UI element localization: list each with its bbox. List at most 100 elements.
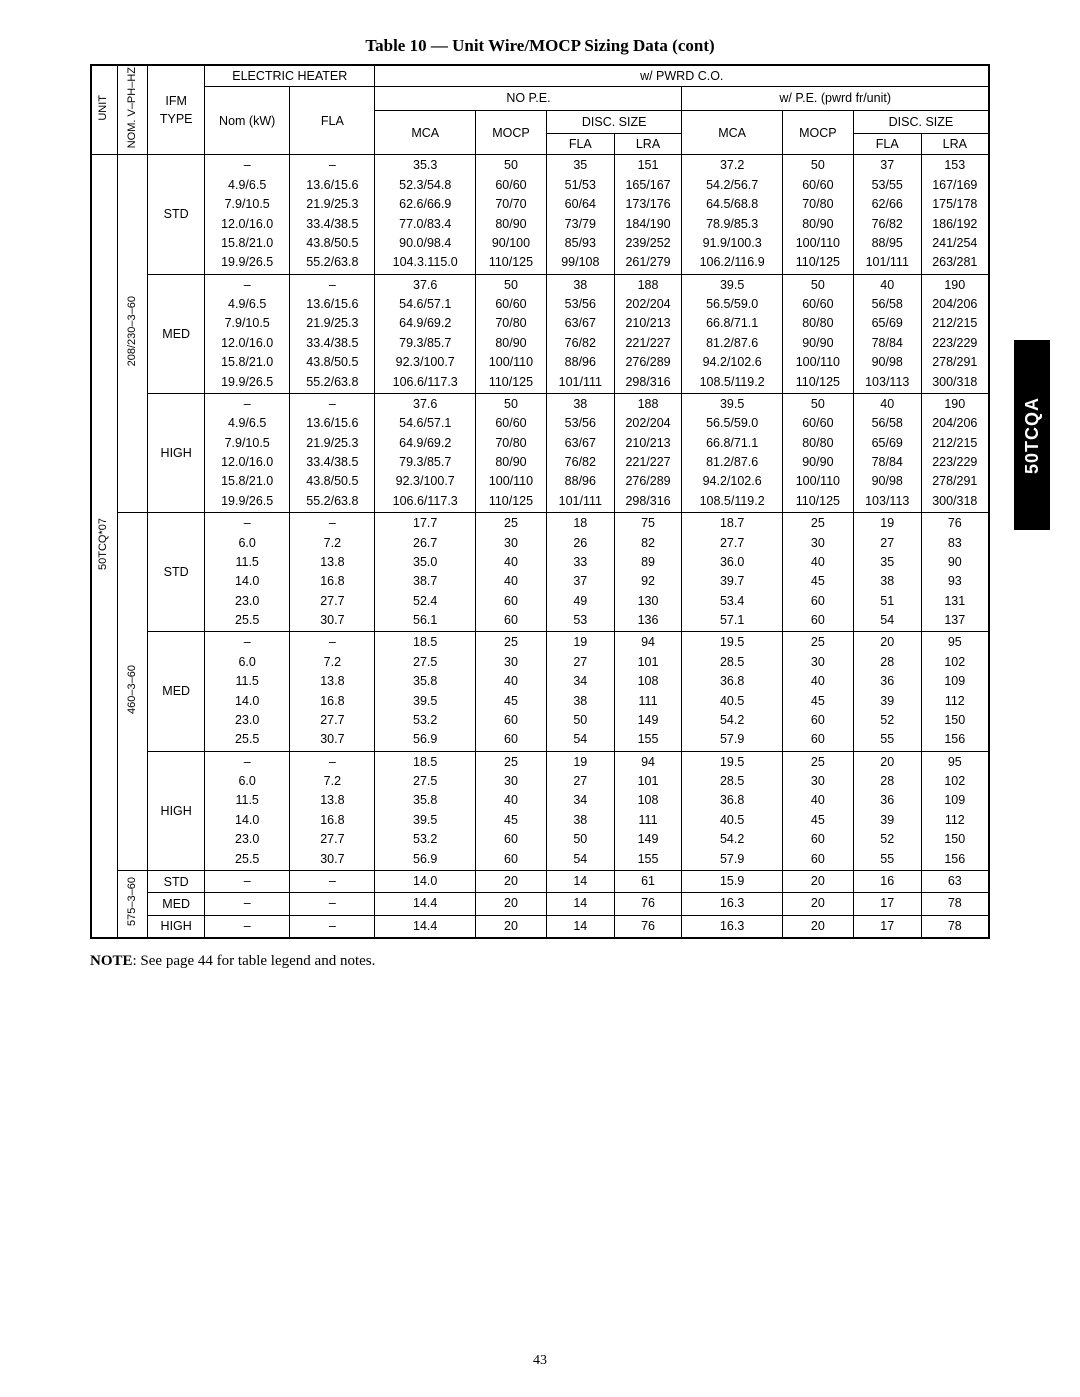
data-value: 60 [784,830,852,849]
data-value: 50 [784,156,852,175]
data-value: 36 [855,672,920,691]
data-value: 16.8 [291,692,373,711]
mca-cell: 14.4 [375,893,475,915]
data-value: – [291,917,373,936]
data-value: 20 [477,894,545,913]
data-value: 36.8 [683,672,780,691]
data-value: 64.5/68.8 [683,195,780,214]
table-row: HIGH––14.420147616.3201778 [91,915,989,938]
data-value: 75 [616,514,681,533]
data-value: 51/53 [548,176,613,195]
disc-lra-cell: 94101108111149155 [614,751,682,870]
data-value: 261/279 [616,253,681,272]
data-value: 56.1 [376,611,473,630]
data-value: 57.9 [683,730,780,749]
note-label: NOTE [90,953,133,969]
data-value: 33 [548,553,613,572]
nom-kw-cell: – [205,870,290,892]
head-disc2-fla: FLA [853,134,921,155]
ifm-type-cell: MED [148,893,205,915]
data-value: 17 [855,894,920,913]
data-value: 110/125 [477,373,545,392]
data-value: 25 [784,753,852,772]
data-value: 80/90 [784,215,852,234]
nom-kw-cell: –6.011.514.023.025.5 [205,751,290,870]
data-value: 88/95 [855,234,920,253]
data-value: 6.0 [206,772,288,791]
data-value: 90/100 [477,234,545,253]
ifm-type-cell: STD [148,155,205,274]
data-value: 25.5 [206,850,288,869]
data-value: 212/215 [923,314,987,333]
data-value: 54.6/57.1 [376,414,473,433]
data-value: 35 [855,553,920,572]
data-value: 204/206 [923,414,987,433]
data-value: 56.5/59.0 [683,414,780,433]
data-value: 66.8/71.1 [683,434,780,453]
data-value: 130 [616,592,681,611]
data-value: 13.8 [291,672,373,691]
data-value: 18 [548,514,613,533]
data-value: 298/316 [616,373,681,392]
data-value: 11.5 [206,553,288,572]
data-value: – [291,633,373,652]
data-value: 137 [923,611,987,630]
data-value: 63/67 [548,434,613,453]
data-value: 60 [784,592,852,611]
mca-pe-cell: 15.9 [682,870,782,892]
data-value: 60 [477,850,545,869]
ifm-type-cell: MED [148,274,205,393]
data-value: 39.7 [683,572,780,591]
data-value: – [206,872,288,891]
data-value: 62/66 [855,195,920,214]
data-value: 45 [784,811,852,830]
data-value: 101/111 [548,373,613,392]
data-value: 101/111 [548,492,613,511]
disc-lra-cell: 151165/167173/176184/190239/252261/279 [614,155,682,274]
data-value: 175/178 [923,195,987,214]
data-value: 70/80 [784,195,852,214]
data-value: 60 [784,711,852,730]
data-value: 56.9 [376,850,473,869]
data-value: – [206,276,288,295]
data-value: 55.2/63.8 [291,492,373,511]
data-value: 57.9 [683,850,780,869]
data-value: 64.9/69.2 [376,434,473,453]
data-value: 17 [855,917,920,936]
table-row: 50TCQ*07208/230–3–60STD–4.9/6.57.9/10.51… [91,155,989,274]
data-value: 18.7 [683,514,780,533]
data-value: 77.0/83.4 [376,215,473,234]
data-value: 131 [923,592,987,611]
nom-kw-cell: – [205,915,290,938]
disc-fla-cell: 192734385054 [546,751,614,870]
disc-pe-fla-cell: 202836395255 [853,751,921,870]
data-value: 95 [923,633,987,652]
data-value: 188 [616,276,681,295]
data-value: 43.8/50.5 [291,353,373,372]
data-value: 11.5 [206,672,288,691]
data-value: 54.2/56.7 [683,176,780,195]
data-value: 30.7 [291,611,373,630]
data-value: 50 [477,395,545,414]
data-value: 276/289 [616,353,681,372]
data-value: 30 [784,772,852,791]
data-value: 38 [548,811,613,830]
data-value: 49 [548,592,613,611]
data-value: 54.6/57.1 [376,295,473,314]
mca-cell: 14.4 [375,915,475,938]
data-value: 39.5 [683,395,780,414]
disc-lra-cell: 76 [614,915,682,938]
disc-pe-lra-cell: 78 [921,893,989,915]
head-disc-fla: FLA [546,134,614,155]
disc-fla-cell: 3551/5360/6473/7985/9399/108 [546,155,614,274]
data-value: – [291,872,373,891]
data-value: 40 [784,791,852,810]
data-value: 65/69 [855,434,920,453]
data-value: 76 [616,894,681,913]
data-value: 298/316 [616,492,681,511]
data-value: – [206,753,288,772]
mocp-cell: 5060/6070/8080/90100/110110/125 [475,393,546,512]
data-value: 43.8/50.5 [291,234,373,253]
data-value: 35.0 [376,553,473,572]
disc-pe-lra-cell: 153167/169175/178186/192241/254263/281 [921,155,989,274]
